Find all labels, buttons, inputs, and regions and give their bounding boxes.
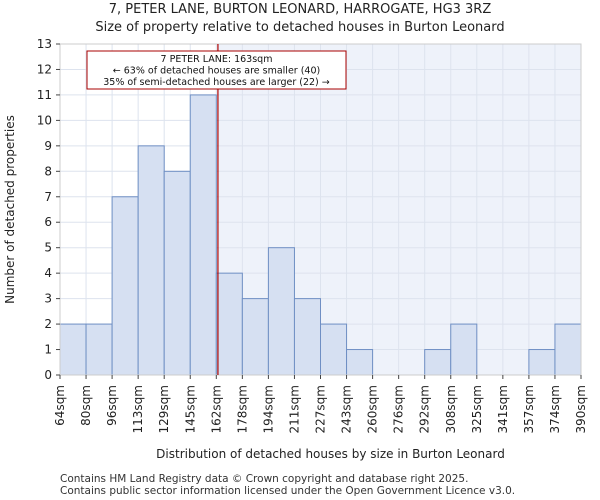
bar xyxy=(189,94,217,376)
bar xyxy=(241,298,269,376)
y-tick-label: 3 xyxy=(44,292,52,306)
bar xyxy=(528,349,556,376)
footer-licence: Contains public sector information licen… xyxy=(60,485,516,497)
y-tick-label: 4 xyxy=(44,266,52,280)
bar xyxy=(450,323,478,376)
x-tick-label: 357sqm xyxy=(522,385,536,433)
annotation-line: 7 PETER LANE: 163sqm xyxy=(161,54,273,65)
x-tick-label: 276sqm xyxy=(392,385,406,433)
y-tick-label: 2 xyxy=(44,317,52,331)
bar xyxy=(293,298,322,376)
chart-title: 7, PETER LANE, BURTON LEONARD, HARROGATE… xyxy=(108,2,492,17)
bar xyxy=(215,272,243,376)
annotation-line: ← 63% of detached houses are smaller (40… xyxy=(113,66,320,77)
bar xyxy=(424,349,452,376)
y-tick-label: 5 xyxy=(44,241,52,255)
y-tick-label: 1 xyxy=(44,343,52,357)
x-tick-label: 374sqm xyxy=(548,385,562,433)
x-tick-label: 243sqm xyxy=(340,385,354,433)
x-tick-label: 292sqm xyxy=(418,385,432,433)
x-tick-label: 341sqm xyxy=(496,385,510,433)
y-tick-label: 11 xyxy=(37,88,52,102)
x-tick-label: 64sqm xyxy=(53,385,67,426)
footer-copyright: Contains HM Land Registry data © Crown c… xyxy=(60,473,469,485)
x-tick-label: 211sqm xyxy=(287,385,301,433)
x-tick-label: 194sqm xyxy=(261,385,275,433)
bar xyxy=(554,323,582,376)
chart-subtitle: Size of property relative to detached ho… xyxy=(95,20,505,35)
bar xyxy=(267,247,295,376)
y-tick-label: 13 xyxy=(37,37,52,51)
y-tick-label: 0 xyxy=(44,368,52,382)
x-tick-label: 80sqm xyxy=(79,385,93,426)
x-tick-label: 113sqm xyxy=(131,385,145,433)
y-axis-label: Number of detached properties xyxy=(3,115,17,304)
bar xyxy=(137,145,165,376)
y-tick-label: 12 xyxy=(37,62,52,76)
x-tick-label: 390sqm xyxy=(574,385,588,433)
bar xyxy=(163,170,191,376)
x-tick-label: 178sqm xyxy=(235,385,249,433)
x-tick-label: 96sqm xyxy=(105,385,119,426)
bar xyxy=(85,323,113,376)
x-tick-label: 260sqm xyxy=(366,385,380,433)
annotation-line: 35% of semi-detached houses are larger (… xyxy=(103,77,330,88)
bar xyxy=(111,196,139,376)
x-axis-label: Distribution of detached houses by size … xyxy=(156,447,505,461)
x-tick-label: 145sqm xyxy=(183,385,197,433)
x-tick-label: 308sqm xyxy=(444,385,458,433)
x-tick-label: 227sqm xyxy=(314,385,328,433)
bar xyxy=(320,323,348,376)
annotation-box xyxy=(86,50,347,90)
x-tick-label: 325sqm xyxy=(470,385,484,433)
bar xyxy=(346,349,374,376)
y-tick-label: 10 xyxy=(37,113,52,127)
x-tick-label: 129sqm xyxy=(157,385,171,433)
y-tick-label: 6 xyxy=(44,215,52,229)
x-tick-label: 162sqm xyxy=(209,385,223,433)
y-tick-label: 7 xyxy=(44,190,52,204)
y-tick-label: 9 xyxy=(44,139,52,153)
y-tick-label: 8 xyxy=(44,164,52,178)
bar xyxy=(59,323,87,376)
